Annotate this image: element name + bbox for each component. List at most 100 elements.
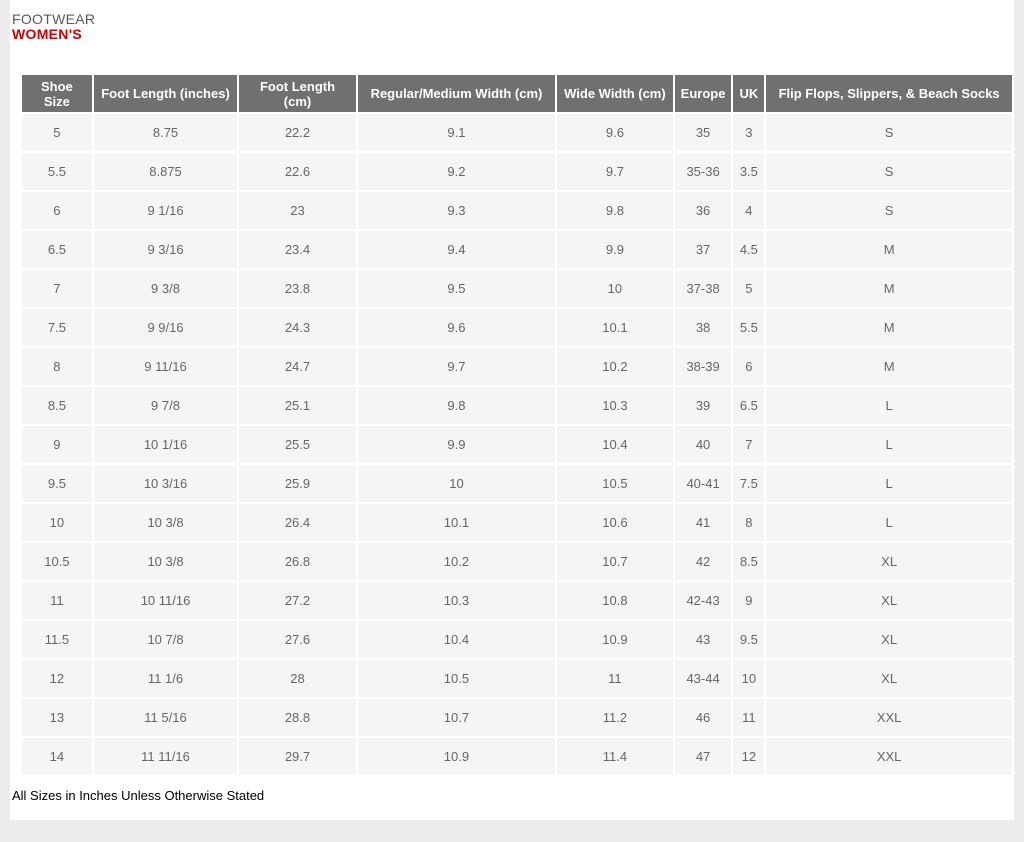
- column-header-regular-medium-width-cm: Regular/Medium Width (cm): [357, 75, 556, 112]
- table-cell: 42: [674, 543, 732, 580]
- table-cell: 10.4: [357, 621, 556, 658]
- table-cell: 38-39: [674, 348, 732, 385]
- table-cell: 10.1: [357, 504, 556, 541]
- table-cell: 25.5: [239, 426, 356, 463]
- table-cell: 10.2: [557, 348, 673, 385]
- table-cell: 9.7: [557, 153, 673, 190]
- table-cell: 8: [22, 348, 92, 385]
- table-cell: L: [766, 504, 1012, 541]
- table-cell: 10.5: [557, 465, 673, 502]
- table-cell: 9.9: [557, 231, 673, 268]
- table-cell: XL: [766, 543, 1012, 580]
- table-cell: 10 3/8: [93, 543, 238, 580]
- table-cell: 7: [22, 270, 92, 307]
- table-cell: 10.3: [557, 387, 673, 424]
- table-cell: 27.6: [239, 621, 356, 658]
- column-header-foot-length-cm: Foot Length (cm): [239, 75, 356, 112]
- column-header-foot-length-inches: Foot Length (inches): [93, 75, 238, 112]
- table-cell: 41: [674, 504, 732, 541]
- table-cell: 6.5: [22, 231, 92, 268]
- table-cell: L: [766, 426, 1012, 463]
- table-cell: 9.6: [357, 309, 556, 346]
- table-row: 11.5 10 7/8 27.6 10.4 10.9 43 9.5 XL: [22, 621, 1012, 658]
- table-cell: S: [766, 153, 1012, 190]
- table-cell: 22.6: [239, 153, 356, 190]
- table-cell: 8.875: [93, 153, 238, 190]
- table-cell: 37-38: [674, 270, 732, 307]
- table-row: 11 10 11/16 27.2 10.3 10.8 42-43 9 XL: [22, 582, 1012, 619]
- table-cell: 6.5: [733, 387, 765, 424]
- table-cell: 28: [239, 660, 356, 697]
- column-header-flip-flops: Flip Flops, Slippers, & Beach Socks: [766, 75, 1012, 112]
- table-cell: 12: [22, 660, 92, 697]
- table-cell: 9.3: [357, 192, 556, 229]
- table-cell: 10.9: [557, 621, 673, 658]
- table-cell: XXL: [766, 738, 1012, 775]
- table-cell: 10.5: [357, 660, 556, 697]
- table-cell: 5: [733, 270, 765, 307]
- table-cell: 12: [733, 738, 765, 775]
- table-cell: 8.5: [733, 543, 765, 580]
- table-cell: 10 7/8: [93, 621, 238, 658]
- table-cell: 10.2: [357, 543, 556, 580]
- table-cell: 9: [22, 426, 92, 463]
- table-cell: 10.1: [557, 309, 673, 346]
- table-cell: 7: [733, 426, 765, 463]
- table-cell: 28.8: [239, 699, 356, 736]
- table-row: 9 10 1/16 25.5 9.9 10.4 40 7 L: [22, 426, 1012, 463]
- table-cell: 24.3: [239, 309, 356, 346]
- table-cell: 10.7: [357, 699, 556, 736]
- table-cell: 38: [674, 309, 732, 346]
- table-cell: 11: [22, 582, 92, 619]
- table-row: 5.5 8.875 22.6 9.2 9.7 35-36 3.5 S: [22, 153, 1012, 190]
- table-cell: XL: [766, 660, 1012, 697]
- category-label: FOOTWEAR: [12, 11, 96, 27]
- table-row: 7.5 9 9/16 24.3 9.6 10.1 38 5.5 M: [22, 309, 1012, 346]
- table-cell: S: [766, 192, 1012, 229]
- table-cell: 9.6: [557, 114, 673, 151]
- table-row: 6.5 9 3/16 23.4 9.4 9.9 37 4.5 M: [22, 231, 1012, 268]
- table-cell: 9.5: [22, 465, 92, 502]
- table-cell: 5.5: [22, 153, 92, 190]
- table-row: 5 8.75 22.2 9.1 9.6 35 3 S: [22, 114, 1012, 151]
- table-cell: 9 11/16: [93, 348, 238, 385]
- table-cell: 10.6: [557, 504, 673, 541]
- table-cell: 10.4: [557, 426, 673, 463]
- table-cell: 9 3/16: [93, 231, 238, 268]
- table-cell: 22.2: [239, 114, 356, 151]
- table-cell: 9 1/16: [93, 192, 238, 229]
- table-cell: 37: [674, 231, 732, 268]
- table-cell: 6: [22, 192, 92, 229]
- table-cell: 10 3/8: [93, 504, 238, 541]
- table-cell: 10.8: [557, 582, 673, 619]
- table-cell: 4.5: [733, 231, 765, 268]
- table-cell: L: [766, 387, 1012, 424]
- table-cell: 7.5: [733, 465, 765, 502]
- table-cell: 26.8: [239, 543, 356, 580]
- table-header-row: Shoe Size Foot Length (inches) Foot Leng…: [22, 75, 1012, 112]
- column-header-wide-width-cm: Wide Width (cm): [557, 75, 673, 112]
- table-cell: 26.4: [239, 504, 356, 541]
- table-cell: 23.8: [239, 270, 356, 307]
- content-panel: FOOTWEAR WOMEN'S Shoe Size Foot Length (…: [10, 0, 1014, 820]
- table-cell: 36: [674, 192, 732, 229]
- table-cell: 46: [674, 699, 732, 736]
- table-cell: 9.5: [357, 270, 556, 307]
- table-cell: 25.1: [239, 387, 356, 424]
- table-cell: 10.5: [22, 543, 92, 580]
- table-row: 9.5 10 3/16 25.9 10 10.5 40-41 7.5 L: [22, 465, 1012, 502]
- table-cell: M: [766, 348, 1012, 385]
- table-cell: S: [766, 114, 1012, 151]
- table-cell: XL: [766, 582, 1012, 619]
- table-cell: 3: [733, 114, 765, 151]
- footnote: All Sizes in Inches Unless Otherwise Sta…: [12, 788, 265, 803]
- table-cell: 9.5: [733, 621, 765, 658]
- table-cell: 35-36: [674, 153, 732, 190]
- table-cell: 8.5: [22, 387, 92, 424]
- table-cell: 43: [674, 621, 732, 658]
- table-cell: 13: [22, 699, 92, 736]
- table-cell: M: [766, 270, 1012, 307]
- table-cell: 23: [239, 192, 356, 229]
- table-cell: 10: [357, 465, 556, 502]
